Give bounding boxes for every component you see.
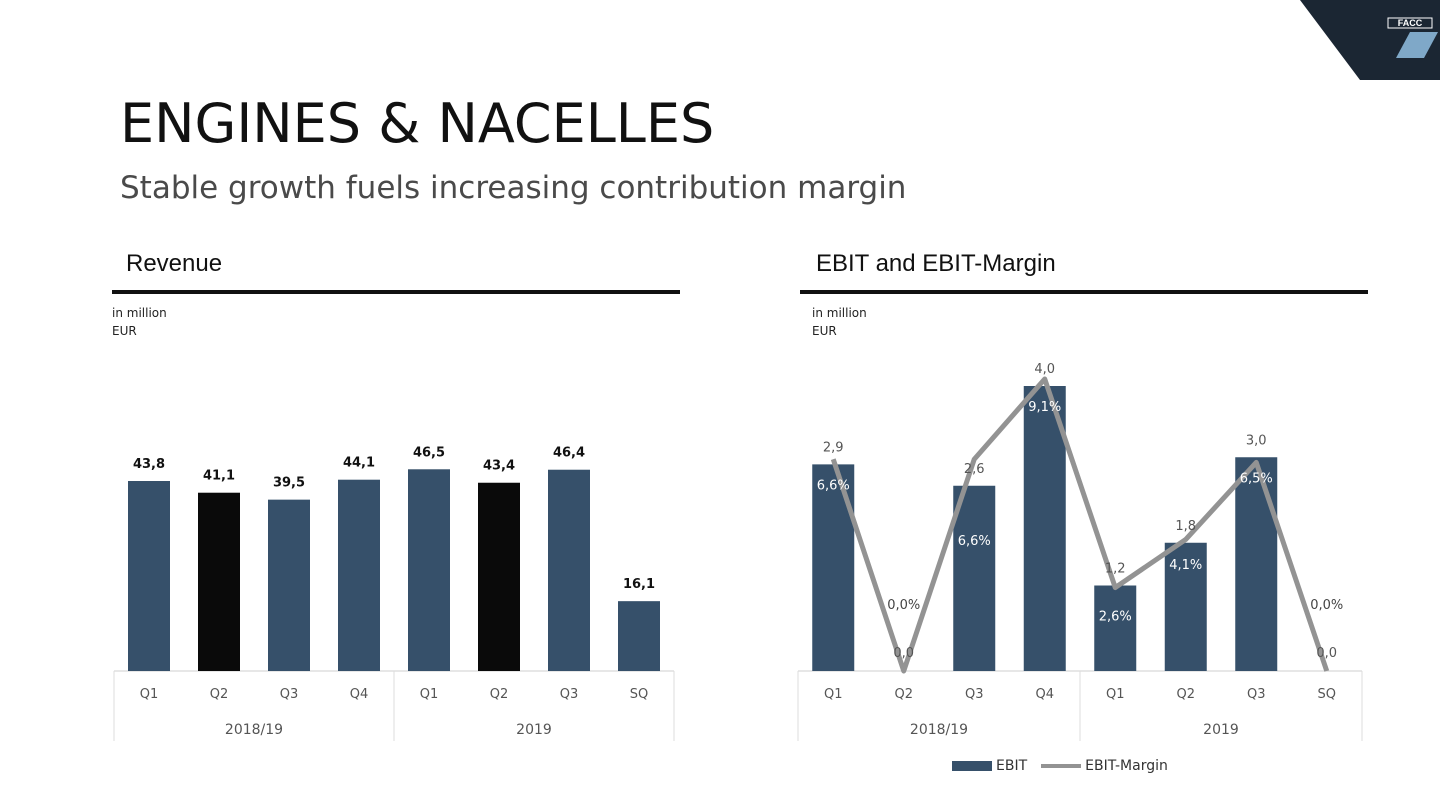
ebit-bar — [812, 464, 855, 671]
ebit-group-label: 2018/19 — [910, 722, 968, 738]
revenue-unit: in million EUR — [112, 304, 167, 340]
revenue-tick-label: Q2 — [210, 687, 229, 702]
revenue-data-label: 44,1 — [343, 456, 375, 471]
legend-margin-swatch — [1041, 764, 1082, 768]
ebit-margin-label: 9,1% — [1028, 400, 1061, 415]
ebit-tick-label: Q2 — [1176, 687, 1195, 702]
ebit-bar — [1023, 386, 1066, 671]
revenue-bar — [548, 469, 590, 671]
revenue-tick-label: Q3 — [560, 687, 579, 702]
revenue-group-label: 2018/19 — [225, 722, 283, 738]
revenue-bar — [268, 499, 310, 671]
revenue-data-label: 46,5 — [413, 445, 445, 460]
revenue-data-label: 43,4 — [483, 459, 515, 474]
revenue-tick-label: Q1 — [140, 687, 159, 702]
revenue-divider — [112, 290, 680, 294]
ebit-data-label: 3,0 — [1246, 433, 1267, 448]
ebit-data-label: 2,6 — [964, 462, 985, 477]
revenue-tick-label: Q1 — [420, 687, 439, 702]
ebit-group-label: 2019 — [1203, 722, 1239, 738]
logo-background — [1300, 0, 1440, 80]
revenue-title: Revenue — [126, 250, 223, 277]
revenue-tick-label: Q2 — [490, 687, 509, 702]
logo-text: FACC — [1398, 18, 1423, 28]
logo-mark: FACC — [1387, 17, 1438, 58]
legend-margin-label: EBIT-Margin — [1085, 758, 1168, 774]
ebit-title: EBIT and EBIT-Margin — [816, 250, 1056, 277]
ebit-bar — [1094, 585, 1137, 671]
ebit-bar — [1235, 457, 1278, 671]
ebit-tick-label: SQ — [1318, 687, 1336, 702]
revenue-data-label: 43,8 — [133, 457, 165, 472]
ebit-divider — [800, 290, 1368, 294]
ebit-tick-label: Q3 — [1247, 687, 1266, 702]
page-title: ENGINES & NACELLES — [120, 92, 715, 155]
ebit-tick-label: Q4 — [1035, 687, 1054, 702]
legend-ebit-swatch — [952, 761, 992, 771]
revenue-bar — [128, 481, 170, 671]
revenue-unit-line1: in million — [112, 306, 167, 320]
revenue-tick-label: Q3 — [280, 687, 299, 702]
ebit-margin-line — [830, 376, 1330, 674]
revenue-data-label: 16,1 — [623, 577, 655, 592]
ebit-margin-label: 0,0% — [887, 598, 920, 613]
ebit-tick-label: Q3 — [965, 687, 984, 702]
ebit-bar — [1164, 542, 1207, 671]
revenue-bar — [338, 479, 380, 671]
ebit-unit-line1: in million — [812, 306, 867, 320]
ebit-data-label: 4,0 — [1034, 362, 1055, 377]
ebit-margin-label: 0,0% — [1310, 598, 1343, 613]
revenue-bar — [478, 482, 520, 671]
revenue-bar — [198, 492, 240, 671]
revenue-bar — [408, 469, 450, 671]
ebit-margin-label: 2,6% — [1099, 610, 1132, 625]
facc-logo: FACC — [1260, 0, 1440, 80]
ebit-data-label: 1,8 — [1175, 519, 1196, 534]
ebit-margin-label: 4,1% — [1169, 558, 1202, 573]
ebit-margin-label: 6,6% — [958, 534, 991, 549]
revenue-data-label: 46,4 — [553, 446, 585, 461]
legend-ebit-label: EBIT — [996, 758, 1028, 774]
revenue-tick-label: SQ — [630, 687, 648, 702]
revenue-group-label: 2019 — [516, 722, 552, 738]
ebit-data-label: 0,0 — [1316, 646, 1337, 661]
ebit-bar — [953, 485, 996, 671]
revenue-data-label: 39,5 — [273, 476, 305, 491]
ebit-data-label: 0,0 — [893, 646, 914, 661]
ebit-tick-label: Q1 — [824, 687, 843, 702]
ebit-tick-label: Q2 — [894, 687, 913, 702]
revenue-bar — [618, 601, 660, 671]
ebit-margin-label: 6,6% — [817, 478, 850, 493]
ebit-unit-line2: EUR — [812, 324, 837, 338]
ebit-data-label: 1,2 — [1105, 562, 1126, 577]
revenue-unit-line2: EUR — [112, 324, 137, 338]
ebit-tick-label: Q1 — [1106, 687, 1125, 702]
revenue-tick-label: Q4 — [350, 687, 369, 702]
ebit-data-label: 2,9 — [823, 440, 844, 455]
page-subtitle: Stable growth fuels increasing contribut… — [120, 170, 907, 206]
ebit-legend: EBIT EBIT-Margin — [952, 758, 1168, 774]
revenue-data-label: 41,1 — [203, 469, 235, 484]
ebit-margin-label: 6,5% — [1240, 471, 1273, 486]
ebit-unit: in million EUR — [812, 304, 867, 340]
